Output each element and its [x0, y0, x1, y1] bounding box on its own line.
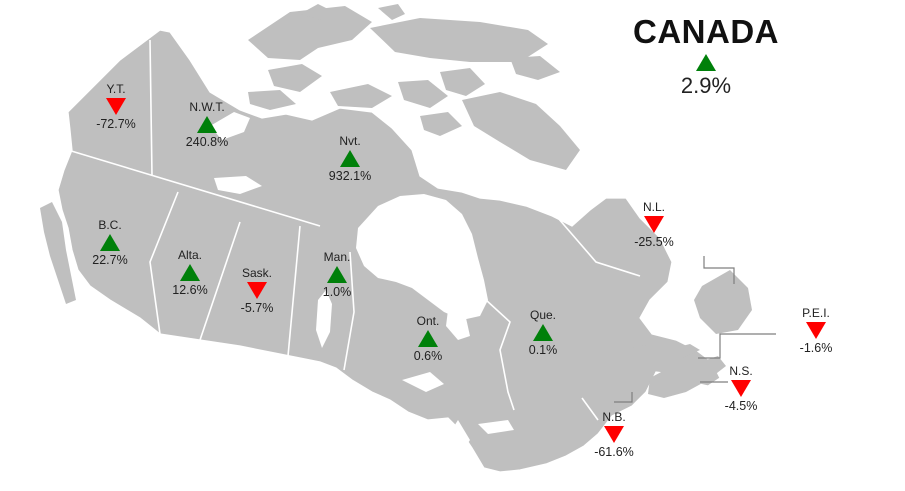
region-value: -1.6%	[799, 341, 833, 355]
anticosti-island	[616, 338, 652, 350]
region-abbr: Que.	[529, 308, 556, 322]
region-value: 22.7%	[92, 253, 128, 267]
region-value: 0.1%	[528, 343, 558, 357]
down-arrow-icon	[604, 426, 624, 443]
region-value: -61.6%	[594, 445, 634, 459]
up-arrow-icon	[418, 330, 438, 347]
arctic-islands	[248, 4, 580, 170]
region-abbr: N.W.T.	[189, 100, 225, 114]
down-arrow-icon	[731, 380, 751, 397]
region-label-nb: N.B. -61.6%	[574, 410, 654, 459]
region-label-man: Man. 1.0%	[297, 250, 377, 299]
region-abbr: Ont.	[416, 314, 440, 328]
region-abbr: Man.	[323, 250, 351, 264]
region-abbr: N.L.	[642, 200, 665, 214]
region-label-nl: N.L. -25.5%	[614, 200, 694, 249]
region-label-alta: Alta. 12.6%	[150, 248, 230, 297]
region-value: 1.0%	[322, 285, 352, 299]
region-abbr: N.B.	[602, 410, 626, 424]
up-arrow-icon	[180, 264, 200, 281]
down-arrow-icon	[644, 216, 664, 233]
region-label-ns: N.S. -4.5%	[701, 364, 781, 413]
region-value: -4.5%	[724, 399, 758, 413]
region-label-que: Que. 0.1%	[503, 308, 583, 357]
region-abbr: B.C.	[98, 218, 122, 232]
region-abbr: N.S.	[729, 364, 753, 378]
region-label-bc: B.C. 22.7%	[70, 218, 150, 267]
region-label-pei: P.E.I. -1.6%	[776, 306, 856, 355]
region-label-nvt: Nvt. 932.1%	[310, 134, 390, 183]
up-arrow-icon	[533, 324, 553, 341]
james-bay	[446, 310, 470, 340]
down-arrow-icon	[806, 322, 826, 339]
country-title: CANADA	[633, 13, 779, 50]
region-value: -5.7%	[240, 301, 274, 315]
region-abbr: Y.T.	[106, 82, 126, 96]
region-value: 240.8%	[185, 135, 229, 149]
up-arrow-icon	[340, 150, 360, 167]
national-summary: CANADA 2.9%	[606, 14, 806, 99]
region-value: 12.6%	[172, 283, 208, 297]
borders	[67, 39, 641, 421]
region-value: -25.5%	[634, 235, 674, 249]
region-label-nwt: N.W.T. 240.8%	[167, 100, 247, 149]
region-label-yt: Y.T. -72.7%	[76, 82, 156, 131]
region-label-sask: Sask. -5.7%	[217, 266, 297, 315]
down-arrow-icon	[247, 282, 267, 299]
lakes	[210, 112, 514, 452]
region-abbr: P.E.I.	[802, 306, 830, 320]
region-value: 0.6%	[413, 349, 443, 363]
hudson-bay	[356, 194, 488, 320]
newfoundland-island	[694, 270, 752, 334]
pei-island	[666, 344, 700, 358]
region-value: -72.7%	[96, 117, 136, 131]
up-arrow-icon	[100, 234, 120, 251]
down-arrow-icon	[106, 98, 126, 115]
region-abbr: Nvt.	[339, 134, 361, 148]
region-value: 932.1%	[328, 169, 372, 183]
up-arrow-icon	[327, 266, 347, 283]
region-label-ont: Ont. 0.6%	[388, 314, 468, 363]
national-up-arrow-icon	[696, 54, 716, 71]
nova-scotia	[648, 356, 726, 398]
up-arrow-icon	[197, 116, 217, 133]
leader-lines	[614, 256, 776, 403]
region-abbr: Alta.	[177, 248, 202, 262]
vancouver-island	[40, 202, 76, 304]
national-value: 2.9%	[680, 73, 732, 98]
region-abbr: Sask.	[241, 266, 272, 280]
